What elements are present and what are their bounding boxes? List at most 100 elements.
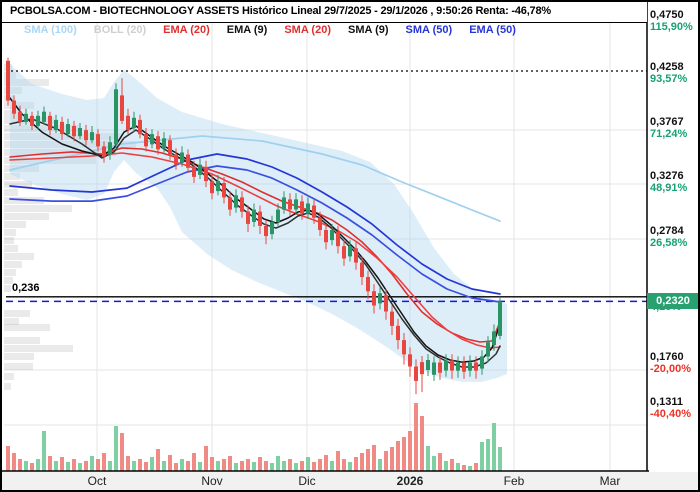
volume-bar <box>414 403 418 471</box>
volume-bar <box>270 463 274 471</box>
chart-header: PCBOLSA.COM - BIOTECHNOLOGY ASSETS Histó… <box>2 2 647 23</box>
y-axis-label: 0,3767 71,24% <box>650 116 687 140</box>
volume-bar <box>474 463 478 471</box>
candle-body <box>6 60 10 101</box>
y-axis-percent: -40,40% <box>650 408 691 420</box>
volume-bar <box>378 459 382 471</box>
candle-body <box>54 119 58 131</box>
y-axis-percent: -20,00% <box>650 363 691 375</box>
volume-profile-bar <box>4 269 16 276</box>
candle-body <box>78 128 82 137</box>
volume-bar <box>48 456 52 471</box>
y-axis-price: 0,3276 <box>650 170 684 182</box>
candle-body <box>312 205 316 218</box>
candle-body <box>378 293 382 304</box>
volume-profile-bar <box>4 165 39 172</box>
volume-bar <box>162 461 166 471</box>
y-axis-percent: 26,58% <box>650 237 688 249</box>
candle-body <box>330 230 334 241</box>
volume-bar <box>78 463 82 471</box>
legend-item-sma-100-[interactable]: SMA (100) <box>24 24 77 36</box>
volume-bar <box>30 463 34 471</box>
candle-body <box>48 115 52 131</box>
candle-body <box>66 124 70 135</box>
candle-body <box>270 221 274 235</box>
volume-bar <box>264 461 268 471</box>
volume-profile-bar <box>4 181 32 188</box>
candle-body <box>324 230 328 243</box>
volume-bar <box>114 426 118 471</box>
candle-body <box>150 134 154 145</box>
x-axis-label-dic: Dic <box>298 474 316 488</box>
legend-item-boll-20-[interactable]: BOLL (20) <box>93 24 147 36</box>
volume-bar <box>18 459 22 471</box>
candle-body <box>114 89 118 145</box>
volume-bar <box>240 461 244 471</box>
volume-bar <box>6 446 10 471</box>
candle-body <box>12 100 16 114</box>
volume-bar <box>462 465 466 471</box>
volume-bar <box>210 457 214 471</box>
candle-body <box>372 291 376 306</box>
legend-item-sma-9-[interactable]: SMA (9) <box>348 24 389 36</box>
y-axis-label: 0,4750 115,90% <box>650 9 693 33</box>
candle-body <box>264 225 268 237</box>
y-axis-label: 0,1760 -20,00% <box>650 351 691 375</box>
volume-profile-bar <box>4 237 14 244</box>
candle-body <box>348 246 352 257</box>
candle-body <box>72 126 76 137</box>
volume-profile-bar <box>4 87 22 94</box>
candle-body <box>426 360 430 370</box>
legend-item-sma-50-[interactable]: SMA (50) <box>405 24 453 36</box>
candle-body <box>336 232 340 247</box>
candle-body <box>282 197 286 210</box>
candle-body <box>186 154 190 168</box>
volume-bar <box>276 456 280 471</box>
x-axis-label-nov: Nov <box>201 474 223 488</box>
candle-body <box>210 181 214 194</box>
volume-profile-bar <box>4 324 50 331</box>
candle-body <box>360 262 364 277</box>
candle-body <box>120 95 124 121</box>
candle-body <box>258 211 262 226</box>
volume-bar <box>138 459 142 471</box>
volume-bar <box>396 441 400 471</box>
volume-bar <box>426 446 430 471</box>
volume-bar <box>312 462 316 471</box>
legend-item-ema-20-[interactable]: EMA (20) <box>163 24 210 36</box>
x-axis-label-oct: Oct <box>87 474 107 488</box>
y-axis-price: 0,3767 <box>650 116 684 128</box>
candle-body <box>294 199 298 210</box>
volume-bar <box>390 447 394 471</box>
candle-body <box>234 195 238 208</box>
volume-bar <box>366 449 370 471</box>
volume-profile-bar <box>4 245 18 252</box>
candle-body <box>96 134 100 147</box>
volume-bar <box>456 463 460 471</box>
volume-bar <box>42 431 46 471</box>
legend-item-ema-9-[interactable]: EMA (9) <box>226 24 268 36</box>
volume-profile-bar <box>4 353 34 360</box>
candle-body <box>60 121 64 135</box>
volume-bar <box>288 459 292 471</box>
legend-item-sma-20-[interactable]: SMA (20) <box>284 24 331 36</box>
candle-body <box>438 362 442 373</box>
candle-body <box>342 246 346 259</box>
volume-profile-bar <box>4 110 18 117</box>
volume-profile-bar <box>4 285 11 292</box>
volume-bar <box>198 462 202 471</box>
volume-bar <box>246 459 250 471</box>
volume-bar <box>330 461 334 471</box>
y-axis-percent: 48,91% <box>650 182 688 194</box>
volume-bar <box>132 461 136 471</box>
candle-body <box>366 277 370 292</box>
volume-bar <box>252 462 256 471</box>
volume-bar <box>468 466 472 471</box>
candle-body <box>300 201 304 214</box>
volume-profile-bar <box>4 318 19 325</box>
candle-body <box>468 362 472 371</box>
candle-body <box>192 166 196 177</box>
legend-item-ema-50-[interactable]: EMA (50) <box>469 24 516 36</box>
indicator-legend: SMA (100) BOLL (20) EMA (20) EMA (9) SMA (20… <box>24 24 516 38</box>
